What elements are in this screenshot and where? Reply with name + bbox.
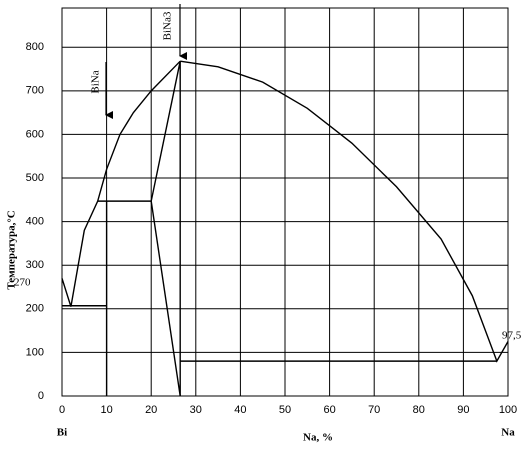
y-tick-label: 300	[26, 259, 44, 271]
y-tick-label: 500	[26, 172, 44, 184]
annotation: 270	[14, 277, 31, 289]
x-tick-label: 10	[100, 404, 112, 416]
x-tick-label: 20	[145, 404, 157, 416]
x-tick-label: 100	[499, 404, 517, 416]
x-tick-label: 30	[190, 404, 202, 416]
y-tick-label: 700	[26, 85, 44, 97]
y-tick-label: 400	[26, 216, 44, 228]
annotation: BiNa	[90, 70, 102, 93]
x-tick-label: 90	[457, 404, 469, 416]
x-tick-label: 70	[368, 404, 380, 416]
x-axis-label: Na, %	[303, 432, 333, 444]
element-label: Bi	[57, 427, 67, 439]
y-tick-label: 600	[26, 128, 44, 140]
phase-line	[150, 201, 181, 397]
element-label: Na	[501, 427, 515, 439]
x-tick-label: 60	[323, 404, 335, 416]
annotation: BiNa3	[162, 11, 174, 40]
annotation: 97,5	[502, 330, 522, 342]
phase-line	[150, 61, 181, 202]
x-tick-label: 50	[279, 404, 291, 416]
phase-line	[61, 60, 181, 307]
y-tick-label: 100	[26, 346, 44, 358]
x-tick-label: 80	[413, 404, 425, 416]
y-tick-label: 200	[26, 303, 44, 315]
x-tick-label: 0	[59, 404, 65, 416]
y-axis-label: Температура,°С	[6, 210, 18, 289]
y-tick-label: 0	[38, 390, 44, 402]
phase-line	[180, 60, 509, 363]
x-tick-label: 40	[234, 404, 246, 416]
y-tick-label: 800	[26, 41, 44, 53]
